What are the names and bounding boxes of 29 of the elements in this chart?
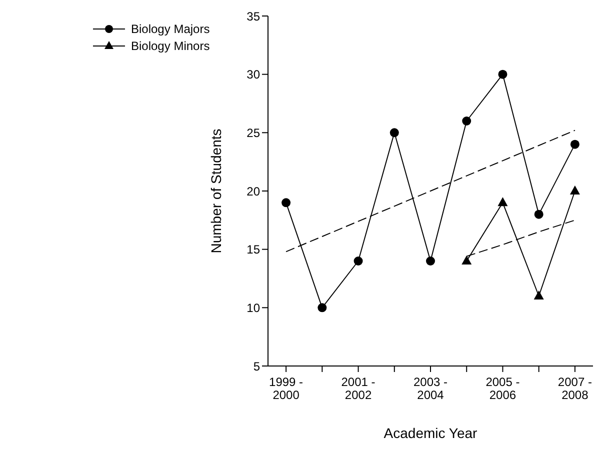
point — [318, 303, 327, 312]
y-tick-label: 15 — [246, 242, 260, 257]
y-axis-title: Number of Students — [208, 128, 224, 254]
point — [570, 140, 580, 149]
x-tick-label: 2007 - 2008 — [558, 375, 592, 402]
y-tick-label: 5 — [253, 359, 260, 374]
point — [282, 198, 291, 208]
x-axis-title: Academic Year — [384, 425, 478, 441]
point — [462, 256, 472, 264]
legend-label: Biology Majors — [131, 22, 210, 36]
point — [354, 256, 363, 266]
y-tick-label: 30 — [246, 68, 260, 82]
x-tick-label: 2001 - 2002 — [341, 375, 376, 402]
point — [462, 116, 472, 126]
point — [426, 256, 435, 266]
y-tick-label: 10 — [246, 300, 260, 315]
y-tick-label: 35 — [246, 9, 260, 24]
point — [498, 197, 508, 206]
y-tick-label: 20 — [246, 184, 260, 198]
point — [534, 290, 544, 300]
x-tick-label: 2005 - 2006 — [486, 375, 520, 402]
x-tick-label: 1999 - 2000 — [269, 375, 304, 402]
legend-label: Biology Minors — [131, 38, 210, 52]
point — [498, 70, 508, 79]
point — [390, 128, 399, 138]
point — [570, 186, 580, 194]
x-tick-label: 2003 - 2004 — [413, 375, 448, 402]
point — [534, 210, 544, 219]
y-tick-label: 25 — [246, 126, 260, 140]
